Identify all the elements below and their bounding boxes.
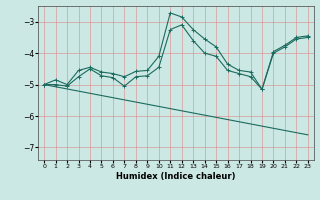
X-axis label: Humidex (Indice chaleur): Humidex (Indice chaleur) xyxy=(116,172,236,181)
